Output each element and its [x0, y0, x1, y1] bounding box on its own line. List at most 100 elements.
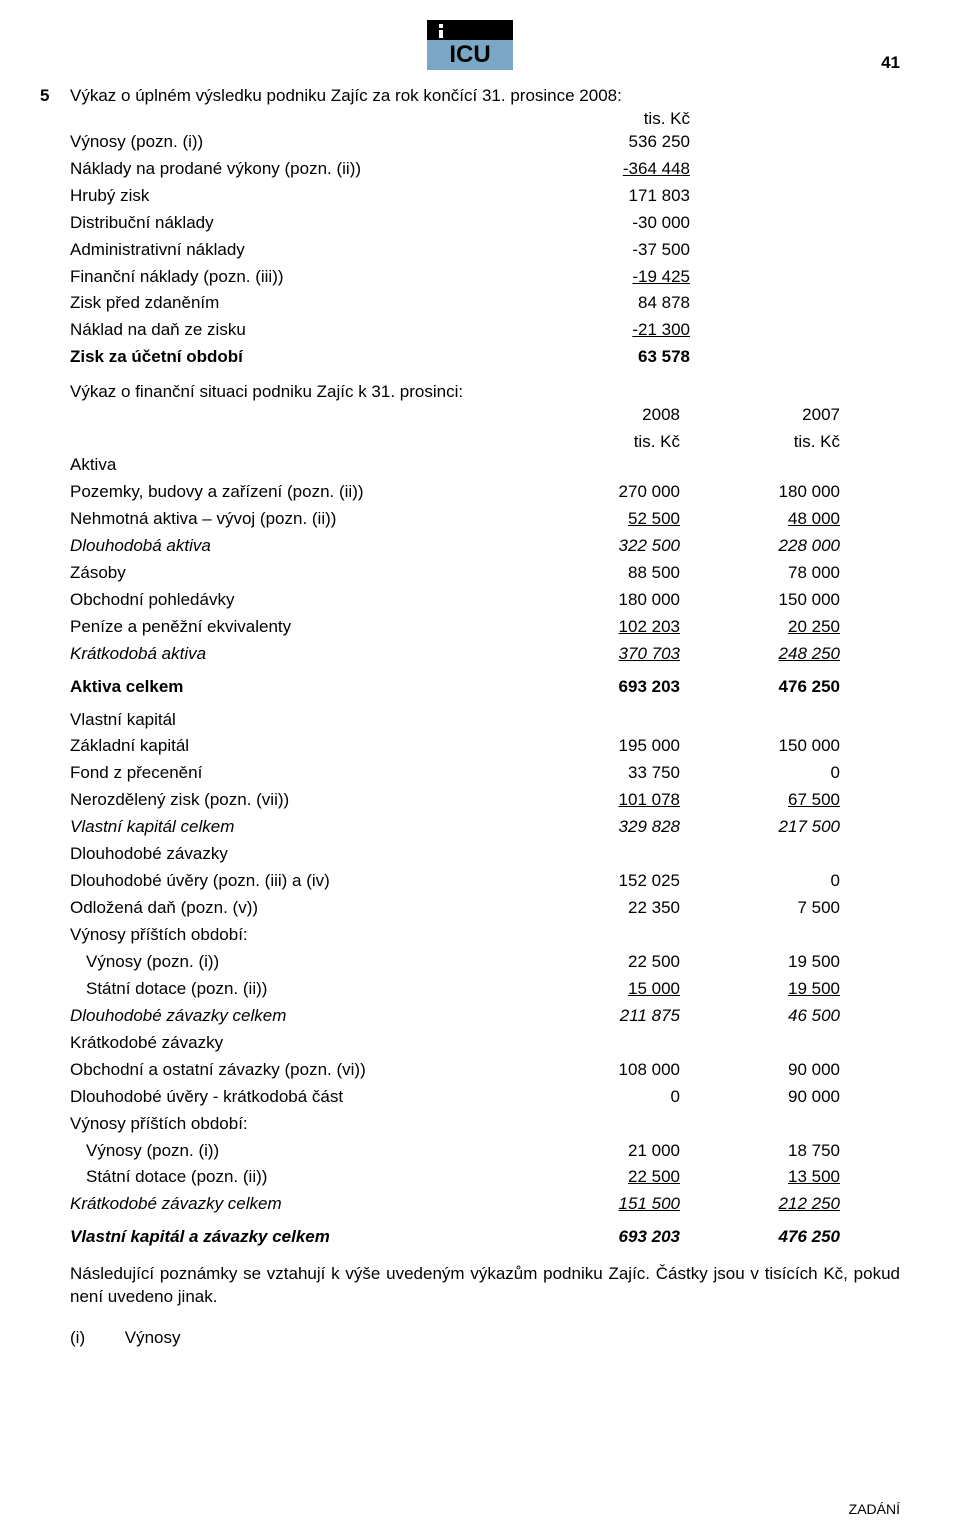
table-row: Vlastní kapitál a závazky celkem693 2034… [70, 1226, 840, 1249]
row-value-2: 248 250 [680, 643, 840, 666]
table-row: Administrativní náklady-37 500 [70, 239, 690, 262]
row-value-2: 20 250 [680, 616, 840, 639]
row-value-2: 13 500 [680, 1166, 840, 1189]
row-value-1: 180 000 [520, 589, 680, 612]
row-label: Dlouhodobé závazky [70, 843, 520, 866]
row-value-1 [520, 924, 680, 947]
table-row: Aktiva celkem693 203476 250 [70, 676, 840, 699]
row-value: -19 425 [530, 266, 690, 289]
row-label: Krátkodobá aktiva [70, 643, 520, 666]
row-value-1: 211 875 [520, 1005, 680, 1028]
table-row: Distribuční náklady-30 000 [70, 212, 690, 235]
table-row: Dlouhodobá aktiva322 500228 000 [70, 535, 840, 558]
table-row: Dlouhodobé závazky celkem211 87546 500 [70, 1005, 840, 1028]
row-value-2: 180 000 [680, 481, 840, 504]
table-row: Zisk před zdaněním84 878 [70, 292, 690, 315]
row-value: 84 878 [530, 292, 690, 315]
note-item: (i) Výnosy [70, 1327, 900, 1350]
row-value-2: 19 500 [680, 951, 840, 974]
row-label: Vlastní kapitál [70, 709, 520, 732]
row-label: Náklad na daň ze zisku [70, 319, 530, 342]
row-value-2: 90 000 [680, 1059, 840, 1082]
row-value-2: 150 000 [680, 735, 840, 758]
row-value-1: 102 203 [520, 616, 680, 639]
balance-sheet-table: 2008 2007 tis. Kč tis. Kč AktivaPozemky,… [70, 404, 840, 1249]
row-label: Krátkodobé závazky celkem [70, 1193, 520, 1216]
row-value-1: 88 500 [520, 562, 680, 585]
row-value-1: 108 000 [520, 1059, 680, 1082]
row-value-1 [520, 454, 680, 477]
row-value-2: 476 250 [680, 676, 840, 699]
table-row: Peníze a peněžní ekvivalenty102 20320 25… [70, 616, 840, 639]
row-value-2 [680, 1032, 840, 1055]
table-row: Vlastní kapitál celkem329 828217 500 [70, 816, 840, 839]
table-row: Fond z přecenění33 7500 [70, 762, 840, 785]
table-row: Aktiva [70, 454, 840, 477]
row-label: Výnosy (pozn. (i)) [70, 951, 520, 974]
row-value-1: 195 000 [520, 735, 680, 758]
table-row: Výnosy (pozn. (i))536 250 [70, 131, 690, 154]
row-value-1: 22 350 [520, 897, 680, 920]
row-value-1: 693 203 [520, 676, 680, 699]
table-row: Krátkodobé závazky [70, 1032, 840, 1055]
row-value-1: 329 828 [520, 816, 680, 839]
table-row: Zásoby88 50078 000 [70, 562, 840, 585]
row-value-1: 370 703 [520, 643, 680, 666]
row-value: 171 803 [530, 185, 690, 208]
income-statement-table: tis. Kč Výnosy (pozn. (i))536 250Náklady… [70, 108, 690, 369]
row-label: Státní dotace (pozn. (ii)) [70, 978, 520, 1001]
row-label: Finanční náklady (pozn. (iii)) [70, 266, 530, 289]
row-value-2: 67 500 [680, 789, 840, 812]
table-row: Nehmotná aktiva – vývoj (pozn. (ii))52 5… [70, 508, 840, 531]
row-label: Distribuční náklady [70, 212, 530, 235]
row-value: -30 000 [530, 212, 690, 235]
logo-icon: ICU [427, 20, 513, 70]
row-label: Administrativní náklady [70, 239, 530, 262]
row-value-2: 217 500 [680, 816, 840, 839]
row-label: Odložená daň (pozn. (v)) [70, 897, 520, 920]
note-label: Výnosy [125, 1328, 181, 1347]
row-label: Dlouhodobá aktiva [70, 535, 520, 558]
row-value-1: 322 500 [520, 535, 680, 558]
row-label: Náklady na prodané výkony (pozn. (ii)) [70, 158, 530, 181]
table-row: Vlastní kapitál [70, 709, 840, 732]
row-value-2: 0 [680, 870, 840, 893]
table-row: Finanční náklady (pozn. (iii))-19 425 [70, 266, 690, 289]
row-label: Nehmotná aktiva – vývoj (pozn. (ii)) [70, 508, 520, 531]
balance-title: Výkaz o finanční situaci podniku Zajíc k… [70, 381, 900, 404]
row-value-2: 19 500 [680, 978, 840, 1001]
footer-label: ZADÁNÍ [849, 1500, 900, 1519]
table-row: Nerozdělený zisk (pozn. (vii))101 07867 … [70, 789, 840, 812]
row-value-1: 151 500 [520, 1193, 680, 1216]
table-row: Pozemky, budovy a zařízení (pozn. (ii))2… [70, 481, 840, 504]
row-label: Pozemky, budovy a zařízení (pozn. (ii)) [70, 481, 520, 504]
table-row: Obchodní a ostatní závazky (pozn. (vi))1… [70, 1059, 840, 1082]
row-label: Státní dotace (pozn. (ii)) [70, 1166, 520, 1189]
row-label: Výnosy (pozn. (i)) [70, 1140, 520, 1163]
row-label: Nerozdělený zisk (pozn. (vii)) [70, 789, 520, 812]
section-title: Výkaz o úplném výsledku podniku Zajíc za… [70, 85, 622, 108]
row-label: Zisk za účetní období [70, 346, 530, 369]
row-value-2 [680, 924, 840, 947]
row-value-1: 101 078 [520, 789, 680, 812]
row-value-1: 0 [520, 1086, 680, 1109]
row-label: Zisk před zdaněním [70, 292, 530, 315]
row-label: Výnosy (pozn. (i)) [70, 131, 530, 154]
row-label: Vlastní kapitál celkem [70, 816, 520, 839]
table-row: Náklady na prodané výkony (pozn. (ii))-3… [70, 158, 690, 181]
section-heading: 5Výkaz o úplném výsledku podniku Zajíc z… [40, 85, 900, 108]
row-value: -21 300 [530, 319, 690, 342]
note-id: (i) [70, 1327, 120, 1350]
row-label: Dlouhodobé úvěry - krátkodobá část [70, 1086, 520, 1109]
row-value-1: 52 500 [520, 508, 680, 531]
table-row: Dlouhodobé úvěry (pozn. (iii) a (iv)152 … [70, 870, 840, 893]
table-row: Výnosy příštích období: [70, 924, 840, 947]
row-label: Dlouhodobé závazky celkem [70, 1005, 520, 1028]
table-row: Dlouhodobé závazky [70, 843, 840, 866]
row-label: Hrubý zisk [70, 185, 530, 208]
row-value-2: 78 000 [680, 562, 840, 585]
table-row: Krátkodobá aktiva370 703248 250 [70, 643, 840, 666]
row-label: Fond z přecenění [70, 762, 520, 785]
row-label: Výnosy příštích období: [70, 1113, 520, 1136]
table-row: Státní dotace (pozn. (ii))15 00019 500 [70, 978, 840, 1001]
